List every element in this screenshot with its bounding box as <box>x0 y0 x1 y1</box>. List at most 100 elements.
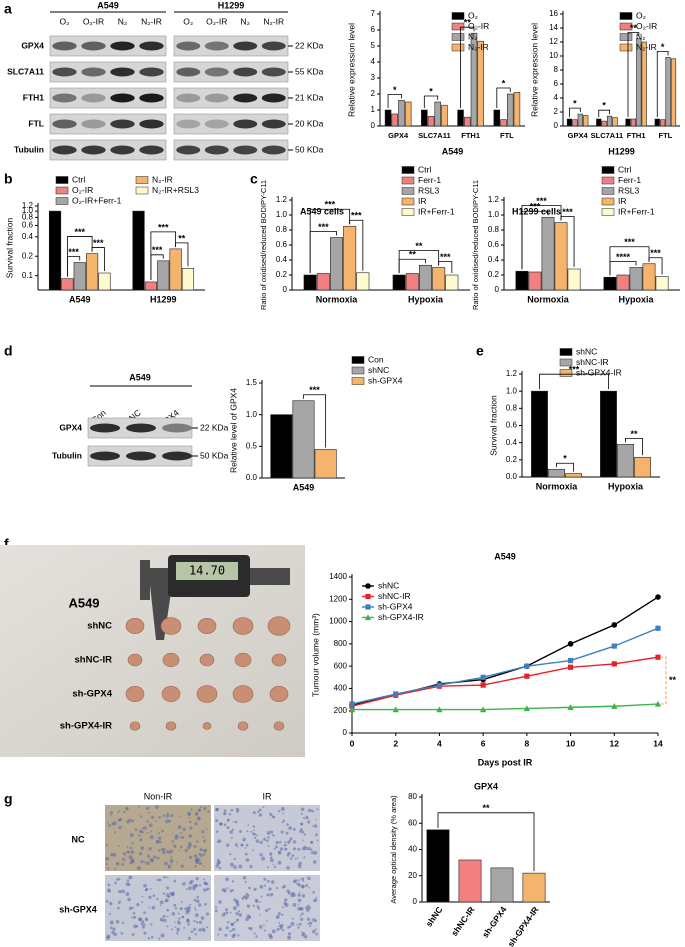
nucleus <box>164 861 168 866</box>
nucleus <box>313 850 318 855</box>
nucleus <box>300 812 303 816</box>
nucleus <box>259 884 264 889</box>
band <box>52 93 77 103</box>
nucleus <box>286 866 290 870</box>
band <box>81 93 106 103</box>
significance: *** <box>536 196 547 206</box>
y-tick-label: 1.2 <box>22 201 34 210</box>
nucleus <box>236 845 238 848</box>
nucleus <box>271 815 275 819</box>
bar <box>73 262 86 291</box>
nucleus <box>126 820 130 824</box>
nucleus <box>235 912 239 916</box>
nucleus <box>315 833 318 837</box>
legend-label: IR+Ferr-1 <box>418 206 455 216</box>
nucleus <box>194 933 197 936</box>
nucleus <box>178 837 181 839</box>
tumour <box>199 653 215 667</box>
bar <box>629 267 643 291</box>
bar <box>577 113 583 127</box>
bar <box>419 264 432 291</box>
nucleus <box>223 912 226 915</box>
significance-bracket <box>569 107 581 117</box>
row-label: NC <box>72 834 85 844</box>
y-tick-label: 20 <box>408 871 417 880</box>
nucleus <box>267 866 270 869</box>
bar <box>625 118 631 127</box>
significance: *** <box>309 385 320 395</box>
nucleus <box>305 846 309 851</box>
band <box>90 423 120 433</box>
legend-label: N₂-IR <box>468 42 489 52</box>
y-axis-label: Survival fraction <box>4 217 14 278</box>
nucleus <box>193 898 197 902</box>
nucleus <box>166 908 169 912</box>
nucleus <box>288 826 292 830</box>
nucleus <box>289 857 293 860</box>
nucleus <box>276 927 280 931</box>
marker <box>611 661 617 667</box>
legend-label: O₂ <box>636 10 646 20</box>
nucleus <box>112 821 117 826</box>
nucleus <box>233 865 237 869</box>
nucleus <box>165 813 170 818</box>
nucleus <box>247 824 250 826</box>
nucleus <box>263 884 267 887</box>
nucleus <box>115 862 120 866</box>
bar <box>617 444 634 478</box>
nucleus <box>287 932 292 936</box>
nucleus <box>225 926 229 930</box>
y-tick-label: 6 <box>371 25 376 34</box>
nucleus <box>171 840 175 843</box>
bar <box>398 100 405 127</box>
nucleus <box>204 902 207 906</box>
x-tick-label: 4 <box>437 738 442 748</box>
legend-label: O₂-IR <box>468 21 489 31</box>
nucleus <box>203 878 206 881</box>
nucleus <box>284 898 288 902</box>
bar <box>660 119 666 127</box>
nucleus <box>307 922 310 925</box>
significance-bracket <box>609 246 650 276</box>
nucleus <box>178 849 181 852</box>
nucleus <box>248 886 251 890</box>
nucleus <box>105 856 110 861</box>
nucleus <box>141 901 144 904</box>
significance-bracket <box>423 95 439 108</box>
significance: *** <box>351 211 362 221</box>
nucleus <box>284 847 288 851</box>
nucleus <box>249 927 253 931</box>
nucleus <box>300 908 303 910</box>
legend-label: Ferr-1 <box>618 175 641 185</box>
nucleus <box>195 813 198 816</box>
nucleus <box>268 933 272 938</box>
nucleus <box>276 886 279 890</box>
nucleus <box>202 865 205 868</box>
legend-label: IR <box>418 196 427 206</box>
y-axis-label: Ratio of oxidised/reduced BODIPY-C11 <box>471 180 480 310</box>
marker <box>567 664 574 670</box>
row-label: GPX4 <box>21 40 44 50</box>
legend-swatch <box>601 176 615 185</box>
nucleus <box>280 830 284 834</box>
nucleus <box>297 847 301 851</box>
significance-bracket <box>150 231 177 280</box>
nucleus <box>244 847 247 849</box>
marker <box>480 682 486 688</box>
nucleus <box>237 910 241 913</box>
nucleus <box>196 921 199 924</box>
bar <box>464 116 471 127</box>
nucleus <box>269 854 272 857</box>
marker <box>567 657 574 664</box>
nucleus <box>202 835 205 838</box>
row-label: shNC <box>87 621 112 632</box>
x-tick-label: A549 <box>69 294 91 304</box>
nucleus <box>166 850 171 854</box>
nucleus <box>298 891 301 894</box>
y-tick-label: 10 <box>549 51 558 60</box>
nucleus <box>316 839 319 842</box>
nucleus <box>117 811 119 814</box>
y-tick-label: 60 <box>408 818 417 827</box>
nucleus <box>149 887 152 890</box>
nucleus <box>187 936 191 940</box>
